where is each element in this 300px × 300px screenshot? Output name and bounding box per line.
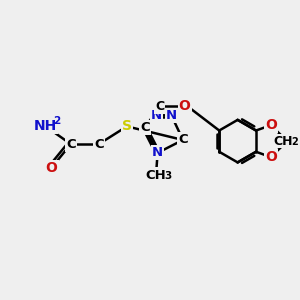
Text: O: O — [265, 118, 277, 132]
Text: C: C — [94, 138, 104, 151]
Text: 3: 3 — [164, 170, 171, 181]
Text: C: C — [140, 121, 149, 134]
Text: 2: 2 — [53, 116, 60, 126]
Text: CH: CH — [274, 135, 293, 148]
Text: N: N — [151, 109, 162, 122]
Text: O: O — [46, 161, 58, 175]
Text: C: C — [66, 138, 76, 151]
Text: C: C — [155, 100, 164, 113]
Text: NH: NH — [34, 119, 57, 134]
Text: C: C — [178, 134, 188, 146]
Text: S: S — [122, 119, 132, 134]
Text: 2: 2 — [292, 137, 298, 147]
Text: N: N — [152, 146, 163, 159]
Text: O: O — [178, 99, 190, 113]
Text: N: N — [166, 109, 177, 122]
Text: CH: CH — [146, 169, 166, 182]
Text: O: O — [265, 150, 277, 164]
